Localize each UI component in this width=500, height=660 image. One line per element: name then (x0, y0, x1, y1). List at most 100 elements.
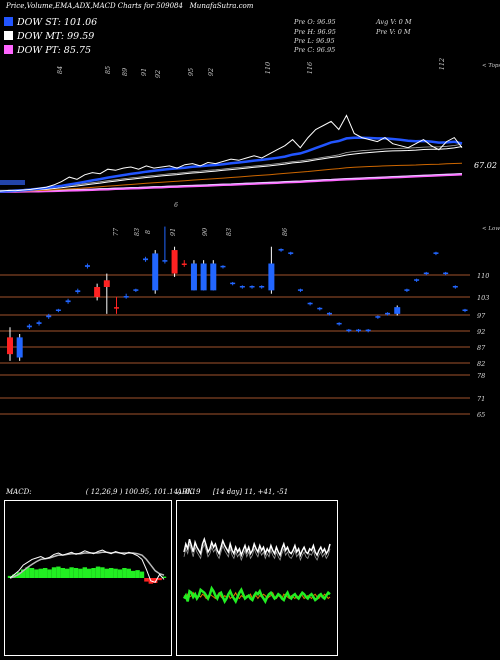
adx-line (183, 536, 331, 558)
candle-body (65, 300, 71, 303)
macd-hist-bar (47, 569, 52, 578)
di-plus-line (182, 585, 331, 605)
candle-body (171, 250, 178, 274)
low-label: 86 (281, 228, 289, 236)
candle-body (268, 263, 275, 291)
candle-body (336, 322, 342, 325)
macd-header: MACD: ( 12,26,9 ) 100.95, 101.14, -0.19 (6, 488, 201, 496)
lows-label: < Lows (482, 226, 500, 232)
candle-body (288, 252, 294, 254)
top-label: 110 (264, 62, 272, 74)
low-label: 77 (112, 227, 120, 236)
candle-body (385, 312, 391, 315)
candle-body (394, 307, 401, 314)
ema-long-line (0, 162, 463, 193)
legend-dow-mt: DOW MT: 99.59 (4, 31, 94, 42)
top-label: 85 (104, 66, 112, 74)
level-label: 97 (477, 312, 486, 320)
top-label: 95 (187, 68, 195, 76)
macd-hist-bar (29, 567, 35, 578)
macd-hist-bar (122, 567, 127, 578)
level-label: 71 (477, 395, 485, 403)
adx-params: [14 day] 11, +41, -51 (212, 488, 289, 496)
macd-hist-bar (7, 575, 13, 578)
adx-frame (176, 500, 338, 656)
level-label: 110 (477, 272, 489, 280)
last-value-label: 67.02 (474, 161, 497, 170)
candle-body (84, 265, 90, 267)
level-label: 78 (477, 372, 485, 380)
ema-pt-line (0, 173, 463, 193)
candle-body (230, 282, 236, 285)
candle-body (210, 263, 217, 291)
candle-body (365, 329, 371, 332)
legend-label-st: DOW ST: 101.06 (17, 17, 98, 28)
macd-hist-bar (117, 569, 123, 578)
low-label: 8 (144, 230, 152, 234)
ema-short-line (0, 136, 463, 193)
candle-body (7, 337, 13, 355)
candle-body (162, 260, 168, 262)
macd-line (9, 549, 165, 583)
adx-header: ADX [14 day] 11, +41, -51 (177, 488, 288, 496)
candle-body (297, 289, 303, 291)
level-label: 92 (477, 328, 485, 336)
macd-label: MACD: (6, 488, 32, 496)
top-label: 116 (306, 62, 314, 74)
ema-pt-shadow-line (0, 173, 463, 192)
low-label: 83 (133, 228, 141, 236)
macd-hist-bar (91, 567, 96, 578)
candle-body (443, 272, 449, 275)
macd-hist-bar (60, 567, 65, 578)
top-label: 92 (154, 70, 162, 78)
candle-body (433, 252, 439, 254)
macd-hist-bar (43, 567, 48, 578)
macd-hist-bar (139, 571, 145, 578)
candle-body (143, 258, 149, 261)
candle-body (375, 316, 381, 318)
chart-title: Price,Volume,EMA,ADX,MACD Charts for 509… (6, 2, 183, 10)
candle-body (55, 309, 61, 311)
level-label: 103 (477, 294, 489, 302)
level-label: 87 (477, 344, 486, 352)
candle-body (16, 337, 23, 358)
price-charts-svg: 84 85 89 91 92 95 92 110 116 112 < Tops 67.02 6 77 83… (0, 58, 500, 419)
legend-swatch-white (4, 31, 13, 40)
candle-body (452, 285, 458, 288)
macd-hist-bar (161, 576, 167, 578)
macd-signal-line (9, 551, 165, 579)
candle-body (103, 280, 110, 287)
macd-hist-bar (65, 568, 70, 578)
candle-body (414, 279, 420, 281)
legend-swatch-pink (4, 45, 13, 54)
ema-mid-line (0, 146, 463, 193)
candle-body (36, 322, 42, 324)
adx-chart (176, 500, 338, 656)
stat-avg-volume: Avg V: 0 M (376, 18, 412, 26)
ema-mid2-line (0, 143, 463, 191)
small-label: 6 (174, 202, 178, 209)
macd-hist-bar (153, 578, 158, 584)
legend-dow-st: DOW ST: 101.06 (4, 17, 97, 28)
macd-hist-bar (126, 568, 131, 578)
macd-hist-bar (34, 569, 39, 578)
macd-hist-bar (131, 570, 136, 578)
low-label: 90 (201, 228, 209, 236)
adx-shadow-line (183, 542, 331, 562)
macd-hist-bar (21, 569, 26, 578)
candle-body (190, 263, 197, 291)
candle-body (404, 289, 410, 291)
macd-hist-bar (69, 567, 74, 578)
candle-body (317, 307, 323, 310)
macd-hist-bar (95, 566, 101, 578)
candle-body (26, 325, 32, 328)
stat-pre-low: Pre L: 96.95 (294, 37, 335, 45)
candle-body (239, 285, 245, 288)
candle-body (94, 287, 101, 298)
adx-label: ADX (177, 488, 193, 496)
top-label: 112 (438, 58, 446, 70)
candle-body (46, 315, 52, 318)
legend-label-mt: DOW MT: 99.59 (17, 31, 95, 42)
low-label: 91 (169, 228, 177, 236)
